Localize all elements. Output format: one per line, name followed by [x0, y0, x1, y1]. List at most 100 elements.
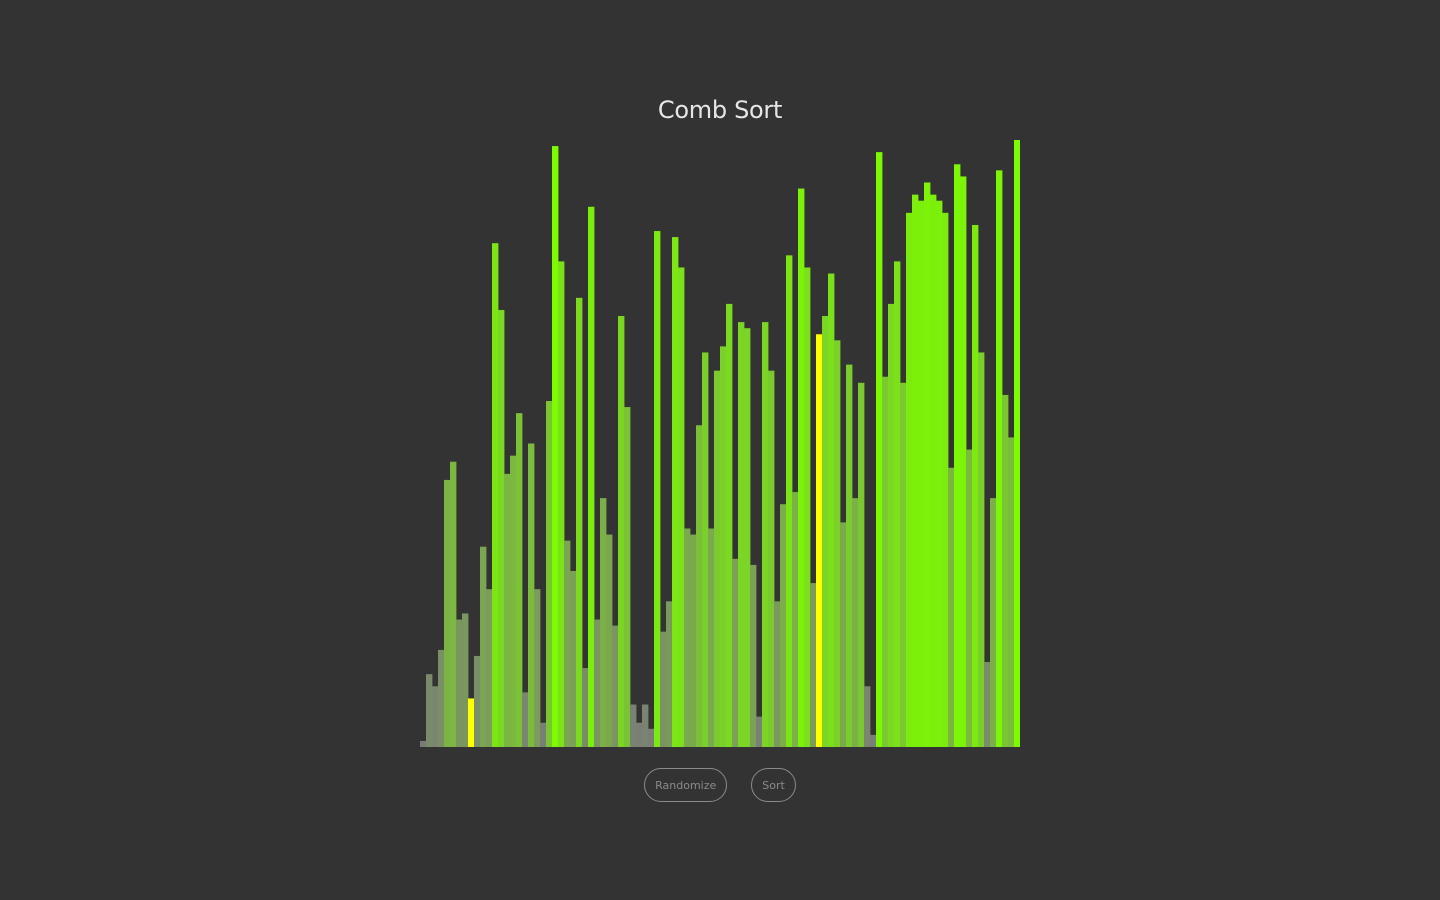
bar	[858, 382, 865, 747]
bar	[906, 212, 913, 747]
bar	[708, 528, 715, 747]
bar	[900, 382, 907, 747]
bar	[672, 237, 679, 747]
bar	[852, 498, 859, 747]
bar	[882, 376, 889, 747]
bar	[462, 613, 469, 747]
bar	[768, 370, 775, 747]
bar	[438, 649, 445, 747]
bar	[570, 570, 577, 747]
bar	[696, 425, 703, 747]
bar	[444, 479, 451, 747]
bar	[690, 534, 697, 747]
bar	[684, 528, 691, 747]
bar	[534, 589, 541, 747]
bar	[498, 309, 505, 747]
bar	[840, 522, 847, 747]
bar	[474, 655, 481, 747]
bar	[648, 728, 655, 747]
bar	[954, 164, 961, 747]
bar	[456, 619, 463, 747]
bar	[426, 674, 433, 747]
bar	[846, 364, 853, 747]
bar	[642, 704, 649, 747]
bar	[546, 401, 553, 747]
bar	[528, 443, 535, 747]
bar	[606, 534, 613, 747]
bar	[750, 564, 757, 747]
bar	[888, 303, 895, 747]
bar	[894, 261, 901, 747]
bar	[864, 686, 871, 747]
bar-highlighted	[468, 698, 475, 747]
bar	[432, 686, 439, 747]
bar	[996, 170, 1003, 747]
bar	[612, 625, 619, 747]
bar	[540, 722, 547, 747]
bar	[702, 352, 709, 747]
bar	[948, 467, 955, 747]
sort-bar-chart	[420, 140, 1020, 747]
bar	[930, 194, 937, 747]
bar	[660, 631, 667, 747]
bar	[666, 601, 673, 747]
bar	[492, 243, 499, 747]
randomize-button[interactable]: Randomize	[644, 768, 728, 802]
bar	[762, 322, 769, 747]
bar	[678, 267, 685, 747]
bar	[504, 473, 511, 747]
bar	[600, 498, 607, 747]
bar	[936, 200, 943, 747]
bar	[588, 206, 595, 747]
bar	[972, 224, 979, 747]
bar	[636, 722, 643, 747]
bar	[960, 176, 967, 747]
bar	[714, 370, 721, 747]
bar	[918, 200, 925, 747]
bar	[1014, 140, 1020, 747]
sort-button[interactable]: Sort	[751, 768, 796, 802]
bar	[876, 152, 883, 747]
bar	[942, 212, 949, 747]
bar	[978, 352, 985, 747]
bar	[450, 461, 457, 747]
bar	[828, 273, 835, 747]
bar	[654, 231, 661, 747]
bar	[510, 455, 517, 747]
bar	[420, 740, 427, 747]
bar	[990, 498, 997, 747]
bar	[744, 328, 751, 747]
bar	[870, 734, 877, 747]
bar	[774, 601, 781, 747]
page-title: Comb Sort	[657, 96, 783, 124]
bar	[834, 340, 841, 747]
bar	[552, 146, 559, 747]
bar	[558, 261, 565, 747]
bar	[966, 449, 973, 747]
bar	[792, 492, 799, 747]
bar	[756, 716, 763, 747]
bar	[486, 589, 493, 747]
bar	[582, 668, 589, 747]
bar	[516, 413, 523, 747]
bar	[924, 182, 931, 747]
bar	[822, 316, 829, 747]
bar	[804, 267, 811, 747]
bar	[780, 504, 787, 747]
bar	[1002, 394, 1009, 747]
bar	[1008, 437, 1015, 747]
bar	[522, 692, 529, 747]
bar	[732, 558, 739, 747]
bar	[720, 346, 727, 747]
bar	[630, 704, 637, 747]
bar	[984, 662, 991, 747]
bar	[810, 583, 817, 747]
bar	[480, 546, 487, 747]
bar	[576, 297, 583, 747]
bar-highlighted	[816, 334, 823, 747]
bar	[564, 540, 571, 747]
bar	[618, 316, 625, 747]
bar	[798, 188, 805, 747]
bar	[912, 194, 919, 747]
bar	[594, 619, 601, 747]
